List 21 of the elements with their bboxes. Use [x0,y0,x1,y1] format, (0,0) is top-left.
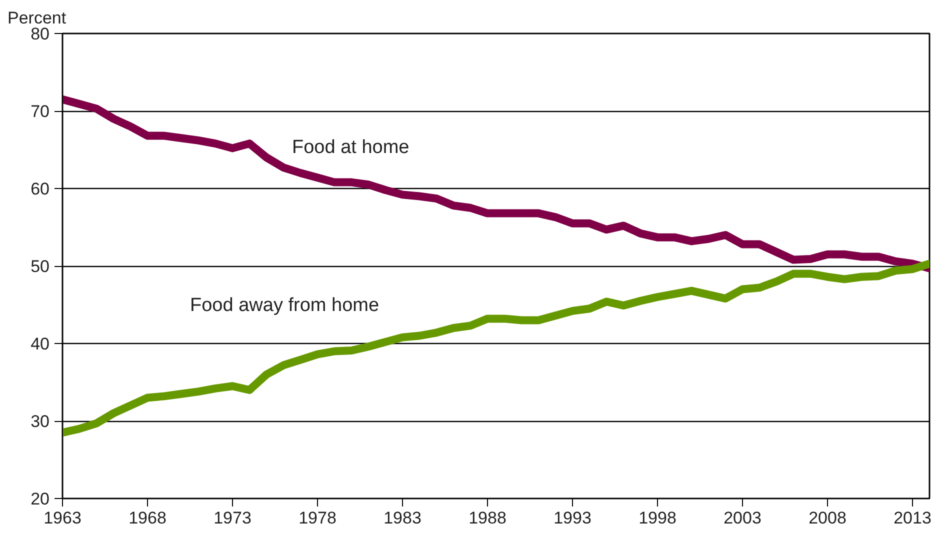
x-tick-label: 1963 [44,508,82,528]
x-tick-label: 1978 [298,508,336,528]
x-tick-label: 1968 [128,508,166,528]
y-tick-label: 50 [30,257,50,276]
x-tick-label: 2013 [894,508,932,528]
y-tick-label: 20 [30,490,50,508]
x-tick-label: 1998 [638,508,676,528]
y-axis-title: Percent [8,8,66,28]
y-tick-label: 30 [30,412,50,431]
x-tick-label: 1988 [468,508,506,528]
y-tick-label: 80 [30,24,50,44]
series-label: Food away from home [190,295,380,316]
x-tick-label: 1983 [384,508,422,528]
x-tick-label: 1993 [554,508,592,528]
x-tick-label: 2003 [724,508,762,528]
y-tick-label: 70 [30,102,50,121]
x-tick-label: 1973 [214,508,252,528]
y-tick-label: 60 [30,180,50,198]
series-label: Food at home [292,136,410,158]
x-tick-label: 2008 [808,508,846,528]
y-tick-label: 40 [30,334,50,354]
